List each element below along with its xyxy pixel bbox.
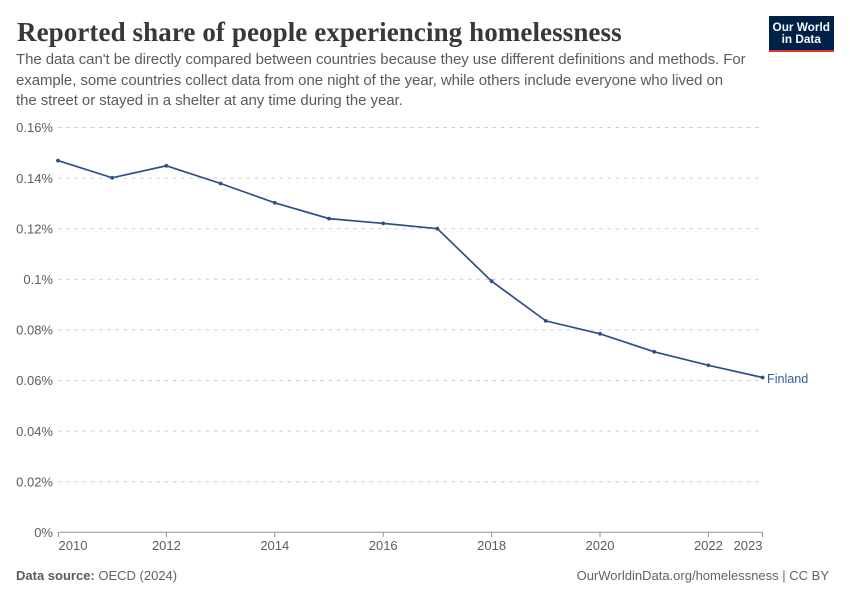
svg-text:2016: 2016 — [369, 538, 398, 553]
svg-text:0.06%: 0.06% — [16, 373, 53, 388]
svg-text:0%: 0% — [34, 525, 53, 540]
svg-text:2010: 2010 — [59, 538, 88, 553]
svg-text:0.04%: 0.04% — [16, 424, 53, 439]
svg-text:2020: 2020 — [586, 538, 615, 553]
svg-text:0.12%: 0.12% — [16, 221, 53, 236]
svg-text:Finland: Finland — [767, 372, 808, 386]
svg-text:0.02%: 0.02% — [16, 474, 53, 489]
svg-text:2012: 2012 — [152, 538, 181, 553]
svg-text:0.14%: 0.14% — [16, 171, 53, 186]
svg-text:0.08%: 0.08% — [16, 323, 53, 338]
svg-text:0.16%: 0.16% — [16, 120, 53, 135]
svg-text:2022: 2022 — [694, 538, 723, 553]
svg-text:2018: 2018 — [477, 538, 506, 553]
svg-text:0.1%: 0.1% — [23, 272, 53, 287]
svg-text:2023: 2023 — [734, 538, 763, 553]
svg-text:2014: 2014 — [260, 538, 289, 553]
